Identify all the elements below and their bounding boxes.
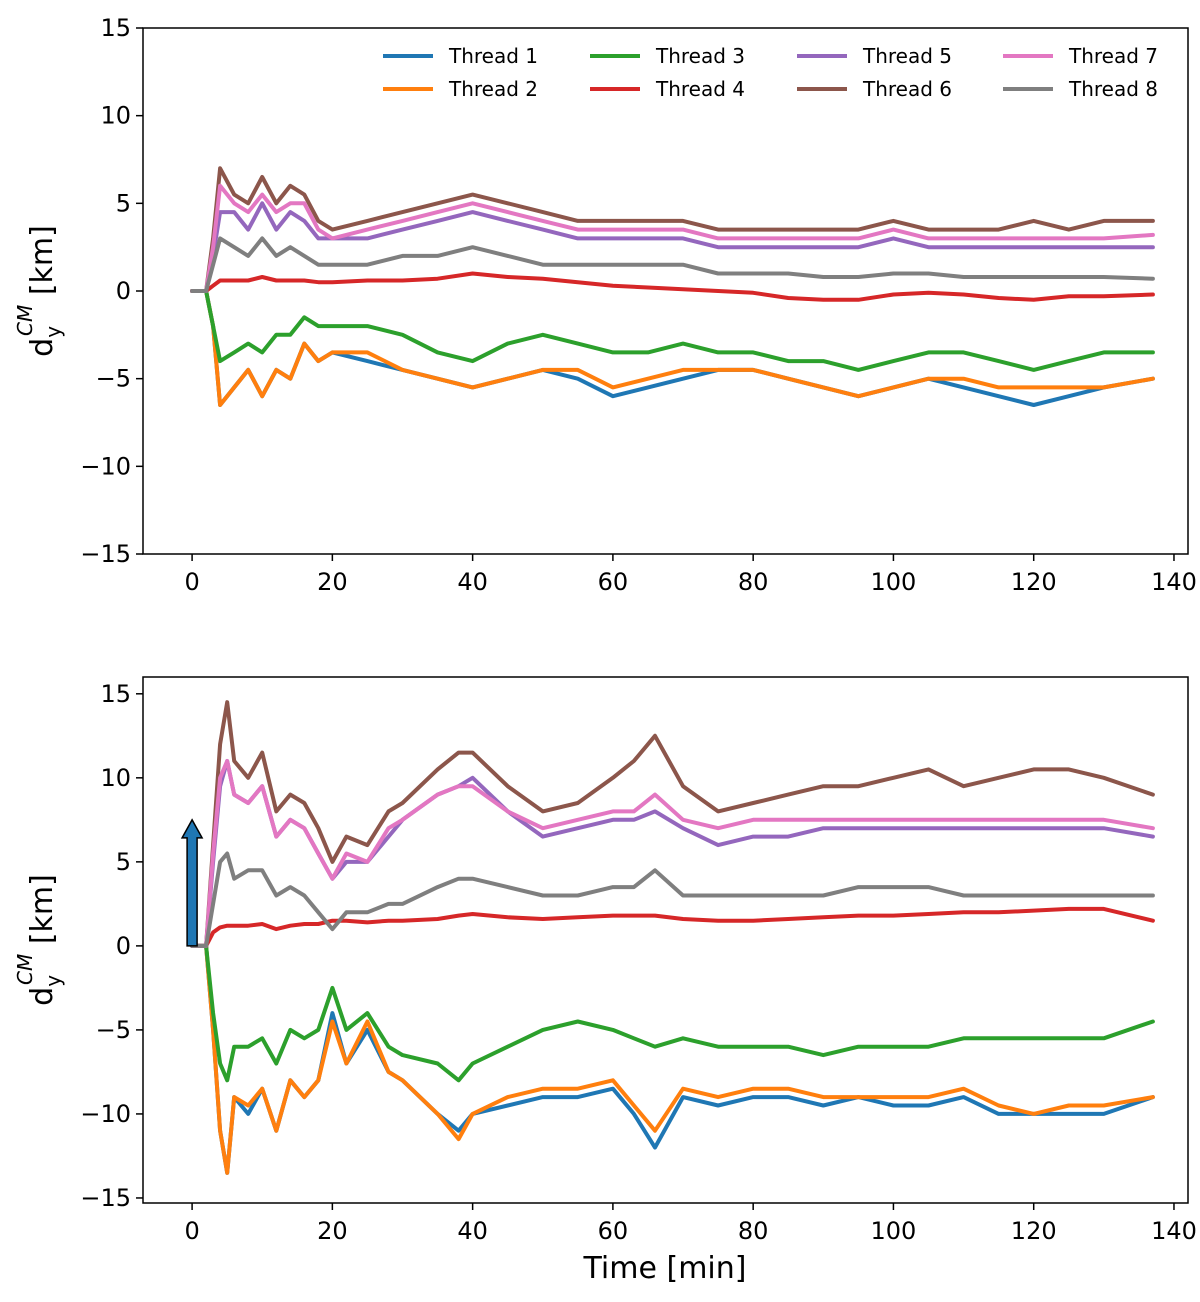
bottom-x-tick-label: 20 <box>317 1217 348 1245</box>
top-series-line-thread-6 <box>190 166 1155 293</box>
bottom-y-tick-label: −15 <box>80 1184 131 1212</box>
top-series-line-thread-7 <box>190 183 1155 293</box>
legend-label: Thread 3 <box>655 44 745 68</box>
bottom-x-tick-label: 0 <box>184 1217 199 1245</box>
bottom-x-tick-label: 40 <box>457 1217 488 1245</box>
bottom-series-line-thread-6 <box>190 700 1155 948</box>
top-ylabel-sub: y <box>41 326 65 338</box>
legend-label: Thread 8 <box>1068 77 1158 101</box>
top-x-tick-label: 80 <box>738 568 769 596</box>
bottom-annotation <box>180 818 204 947</box>
top-x-tick-label: 140 <box>1151 568 1197 596</box>
legend-label: Thread 4 <box>655 77 745 101</box>
top-y-tick-label: −15 <box>80 540 131 568</box>
bottom-y-tick-label: −10 <box>80 1100 131 1128</box>
top-series-line-thread-2 <box>190 289 1155 407</box>
bottom-plot-frame <box>142 676 1189 1204</box>
top-x-tick-label: 40 <box>457 568 488 596</box>
bottom-series-line-thread-3 <box>190 943 1155 1083</box>
x-axis-label: Time [min] <box>583 1251 747 1286</box>
top-y-tick-label: −5 <box>96 365 131 393</box>
bottom-x-tick-label: 120 <box>1011 1217 1057 1245</box>
bottom-y-tick-label: 15 <box>100 680 131 708</box>
legend-label: Thread 6 <box>862 77 952 101</box>
bottom-axis-ticks: 0 20 40 60 80 100 120 140 −15 −10 −5 0 5 10 15 <box>80 680 1197 1245</box>
top-panel: 0 20 40 60 80 100 120 140 −15 −10 −5 0 5 10 15 Thread … <box>13 14 1197 596</box>
top-x-tick-label: 60 <box>598 568 629 596</box>
bottom-series-line-thread-7 <box>190 759 1155 948</box>
top-ylabel-base: d <box>25 338 60 357</box>
legend-label: Thread 2 <box>448 77 538 101</box>
bottom-series-line-thread-1 <box>190 943 1155 1175</box>
bottom-x-tick-label: 140 <box>1151 1217 1197 1245</box>
bottom-x-tick-label: 80 <box>738 1217 769 1245</box>
top-x-tick-label: 0 <box>184 568 199 596</box>
top-y-tick-label: 0 <box>116 277 131 305</box>
top-series-lines <box>190 166 1155 407</box>
top-ylabel-sup: CM <box>13 305 37 336</box>
bottom-y-tick-label: −5 <box>96 1016 131 1044</box>
top-y-axis-label: dy CM [km] <box>13 225 65 357</box>
top-ylabel-unit: [km] <box>25 225 60 305</box>
top-series-line-thread-4 <box>190 271 1155 302</box>
bottom-x-tick-label: 60 <box>598 1217 629 1245</box>
legend-label: Thread 1 <box>448 44 538 68</box>
top-axis-ticks: 0 20 40 60 80 100 120 140 −15 −10 −5 0 5 10 15 <box>80 14 1197 596</box>
bottom-y-tick-label: 5 <box>116 848 131 876</box>
legend: Thread 1 Thread 2 Thread 3 Thread 4 Thread 5… <box>383 44 1158 101</box>
bottom-series-line-thread-8 <box>190 851 1155 948</box>
bottom-series-lines <box>190 700 1155 1175</box>
bottom-ylabel-unit: [km] <box>25 874 60 954</box>
top-x-tick-label: 120 <box>1011 568 1057 596</box>
top-plot-frame <box>142 27 1189 555</box>
top-y-tick-label: 15 <box>100 14 131 42</box>
bottom-y-axis-label: dy CM [km] <box>13 874 65 1006</box>
top-series-line-thread-3 <box>190 289 1155 372</box>
bottom-series-line-thread-2 <box>190 943 1155 1175</box>
bottom-panel: 0 20 40 60 80 100 120 140 −15 −10 −5 0 5 10 15 dy CM [k… <box>13 676 1197 1245</box>
bottom-series-line-thread-4 <box>190 906 1155 948</box>
top-y-tick-label: −10 <box>80 452 131 480</box>
legend-label: Thread 7 <box>1068 44 1158 68</box>
top-y-tick-label: 5 <box>116 189 131 217</box>
top-x-tick-label: 100 <box>871 568 917 596</box>
bottom-ylabel-sub: y <box>41 975 65 987</box>
bottom-ylabel-sup: CM <box>13 954 37 985</box>
top-series-line-thread-8 <box>190 236 1155 293</box>
up-arrow-icon <box>180 818 204 947</box>
top-y-tick-label: 10 <box>100 102 131 130</box>
bottom-y-tick-label: 10 <box>100 764 131 792</box>
legend-label: Thread 5 <box>862 44 952 68</box>
bottom-ylabel-base: d <box>25 987 60 1006</box>
top-series-line-thread-5 <box>190 201 1155 293</box>
bottom-x-tick-label: 100 <box>871 1217 917 1245</box>
top-x-tick-label: 20 <box>317 568 348 596</box>
bottom-y-tick-label: 0 <box>116 932 131 960</box>
